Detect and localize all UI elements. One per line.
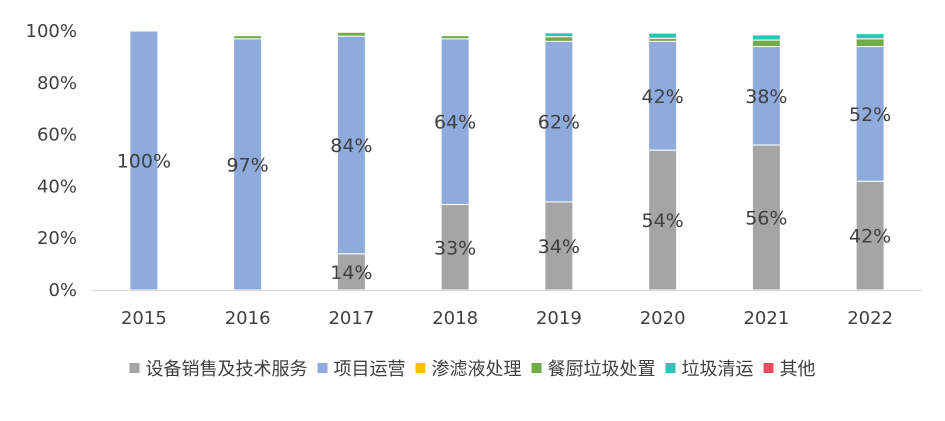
bar-segment: [129, 30, 159, 291]
data-label: 64%: [434, 112, 476, 134]
bar-segment: [544, 36, 574, 42]
legend-label: 渗滤液处理: [432, 359, 522, 380]
data-label: 100%: [117, 151, 171, 173]
bar-segment: [648, 40, 678, 151]
legend-swatch: [531, 363, 542, 373]
y-tick-label: 40%: [37, 176, 77, 197]
legend-swatch: [129, 363, 140, 373]
x-tick-label: 2022: [847, 308, 893, 329]
x-tick-label: 2015: [121, 308, 167, 329]
bar-segment: [751, 46, 781, 146]
data-label: 62%: [538, 112, 580, 134]
x-tick-label: 2017: [328, 308, 374, 329]
legend-swatch: [415, 363, 426, 373]
data-label: 54%: [642, 210, 684, 232]
y-tick-label: 0%: [48, 280, 77, 301]
x-tick-label: 2019: [536, 308, 582, 329]
data-label: 52%: [849, 104, 891, 126]
legend-label: 项目运营: [334, 359, 406, 380]
legend-label: 设备销售及技术服务: [146, 359, 308, 380]
data-label: 33%: [434, 237, 476, 259]
data-label: 38%: [745, 86, 787, 108]
legend-swatch: [317, 363, 328, 373]
bar-segment: [544, 40, 574, 203]
data-label: 56%: [745, 207, 787, 229]
legend-swatch: [665, 363, 676, 373]
bar-segment: [440, 38, 470, 206]
bar-segment: [544, 32, 574, 38]
legend-label: 其他: [780, 359, 816, 380]
y-tick-label: 20%: [37, 228, 77, 249]
bar-segment: [336, 35, 366, 255]
bar-segment: [648, 32, 678, 39]
bar-segment: [855, 33, 885, 40]
y-tick-label: 60%: [37, 125, 77, 146]
legend-swatch: [763, 363, 774, 373]
legend-label: 垃圾清运: [682, 359, 754, 380]
data-label: 97%: [227, 154, 269, 176]
y-tick-label: 100%: [26, 21, 77, 42]
bar-segment: [751, 39, 781, 48]
legend-label: 餐厨垃圾处置: [548, 359, 656, 380]
bar-segment: [855, 46, 885, 182]
data-label: 84%: [330, 135, 372, 157]
data-label: 34%: [538, 236, 580, 258]
bar-segment: [440, 35, 470, 40]
x-tick-label: 2020: [640, 308, 686, 329]
bar-segment: [751, 34, 781, 41]
bar-segment: [855, 38, 885, 48]
bar-segment: [751, 144, 781, 291]
bar-segment: [233, 38, 263, 291]
bar-segment: [336, 31, 366, 37]
data-label: 42%: [642, 86, 684, 108]
data-label: 14%: [330, 262, 372, 284]
data-label: 42%: [849, 226, 891, 248]
x-tick-label: 2021: [743, 308, 789, 329]
x-tick-label: 2018: [432, 308, 478, 329]
x-tick-label: 2016: [225, 308, 271, 329]
y-tick-label: 80%: [37, 73, 77, 94]
bar-segment: [233, 35, 263, 40]
